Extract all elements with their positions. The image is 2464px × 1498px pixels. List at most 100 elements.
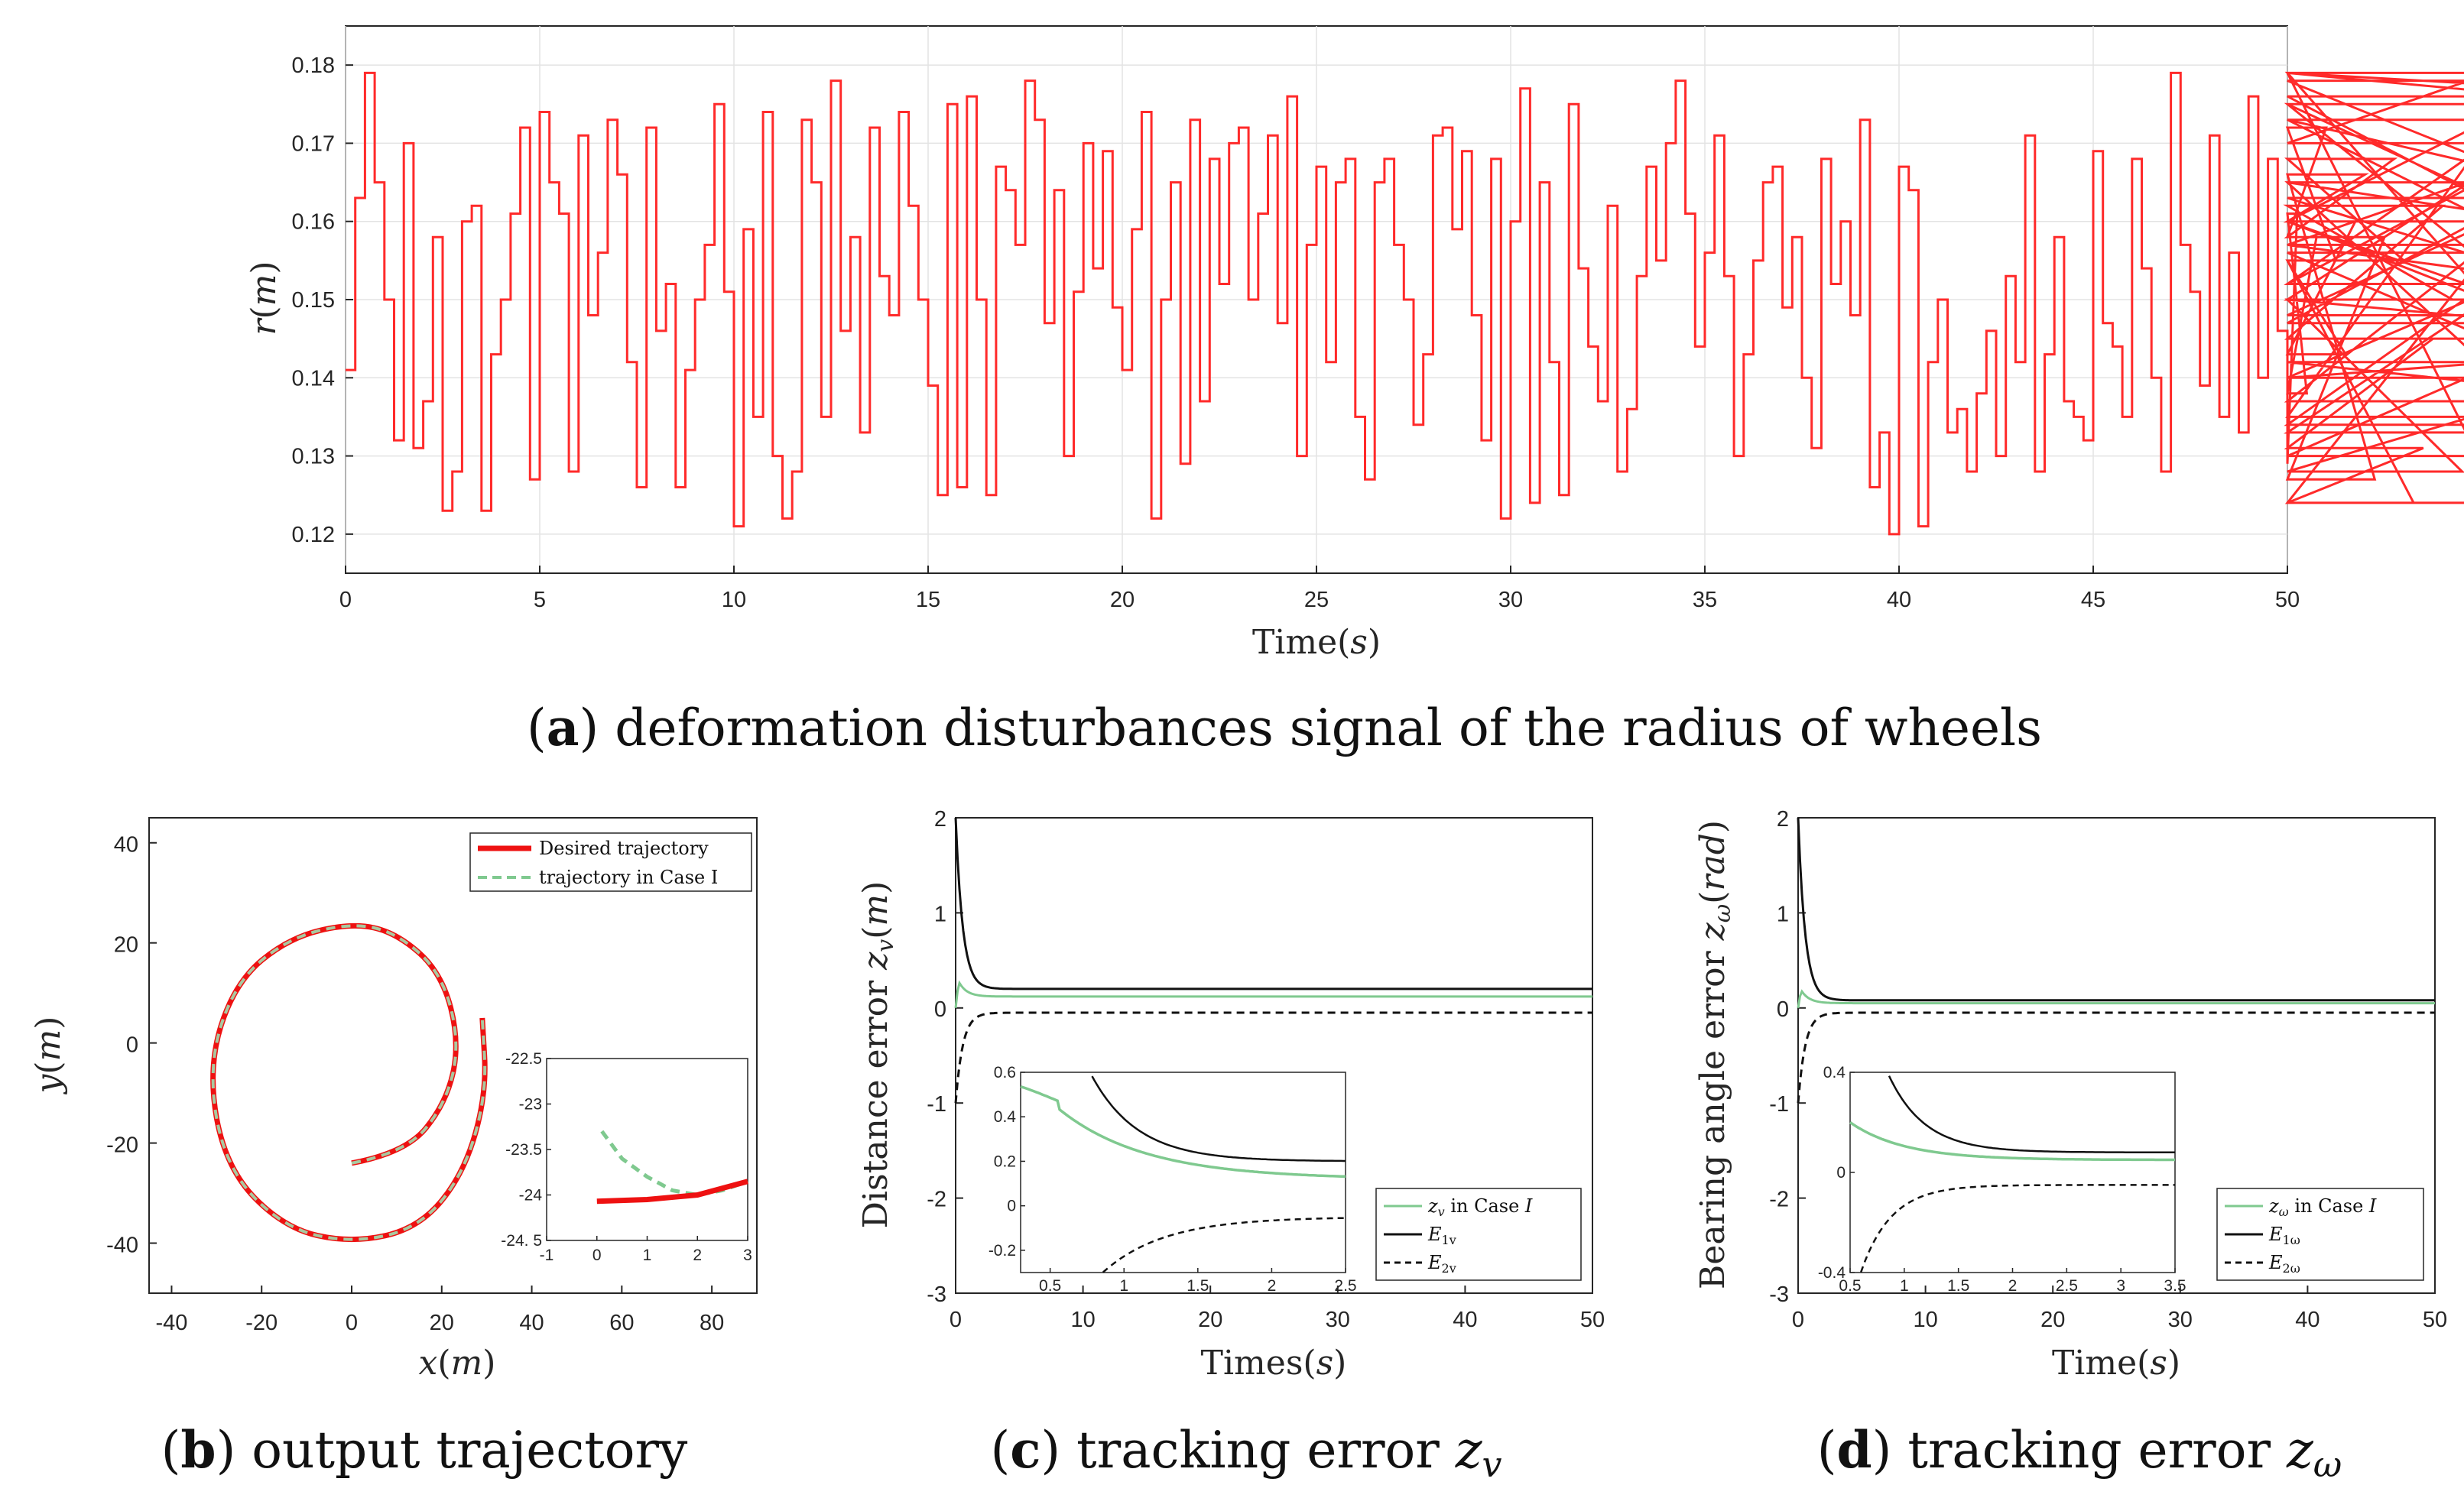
panel-d-inset-xtick: 3 [2116, 1277, 2125, 1295]
panel-c-xtick-label: 50 [1580, 1308, 1605, 1332]
panel-c-xlabel: Times(s) [1201, 1344, 1347, 1383]
panel-a-disturbance-chart: 0 5 10 15 20 25 30 35 40 45 50 0.12 0.13 0.14 0.15 0.16… [245, 25, 2464, 757]
svg-text:E2v: E2v [1427, 1252, 1456, 1276]
panel-b-inset-ytick: -24 [519, 1187, 543, 1205]
panel-b-ytick-label: 40 [114, 833, 138, 858]
panel-d-series-e1 [1797, 817, 2435, 1002]
panel-b-caption: (b) output trajectory [161, 1420, 688, 1480]
panel-b-xtick-label: 60 [609, 1311, 634, 1335]
panel-a-xlabel: Time(s) [1252, 623, 1381, 662]
panel-d-inset-ytick: 0.4 [1823, 1064, 1846, 1081]
panel-d-inset-xtick: 2 [2008, 1277, 2018, 1295]
panel-d-ytick-label: 2 [1777, 807, 1789, 832]
panel-a-xtick-label: 50 [2275, 588, 2300, 612]
panel-a-xtick-label: 10 [722, 588, 746, 612]
panel-c-ytick-label: -1 [927, 1092, 946, 1117]
panel-b-inset-xtick: 0 [592, 1247, 602, 1264]
panel-b-xtick-label: 40 [519, 1311, 544, 1335]
panel-b-inset-ytick: -24. 5 [501, 1232, 542, 1250]
panel-b-inset-xtick: 2 [693, 1247, 702, 1264]
panel-d-ytick-label: 1 [1777, 902, 1789, 926]
panel-c-series-z [954, 980, 1592, 1008]
panel-a-xtick-label: 20 [1110, 588, 1135, 612]
panel-a-ytick-label: 0.13 [292, 445, 335, 469]
panel-c-ylabel: Distance error zv(m) [856, 881, 899, 1229]
panel-d-inset-xtick: 1 [1900, 1277, 1909, 1295]
panel-a-xtick-label: 35 [1693, 588, 1717, 612]
panel-b-actual-trajectory [211, 924, 487, 1241]
panel-a-xtick-label: 5 [534, 588, 546, 612]
panel-c-caption: (c) tracking error zv [990, 1420, 1501, 1485]
svg-text:E1v: E1v [1427, 1224, 1456, 1247]
panel-d-inset-xtick: 1.5 [1947, 1277, 1969, 1295]
panel-b-inset-ytick: -22.5 [505, 1050, 542, 1068]
panel-d-xtick-label: 10 [1913, 1308, 1937, 1332]
panel-c-ytick-label: 1 [934, 902, 946, 926]
panel-a-ytick-label: 0.12 [292, 523, 335, 547]
panel-b-xtick-label: 20 [430, 1311, 454, 1335]
panel-c-xtick-label: 10 [1070, 1308, 1095, 1332]
panel-a-caption-text: deformation disturbances signal of the r… [599, 699, 2042, 757]
panel-c-xtick-label: 0 [950, 1308, 962, 1332]
panel-b-inset-ytick: -23.5 [505, 1141, 542, 1159]
panel-c-ytick-label: -2 [927, 1188, 946, 1212]
panel-b-legend-actual: trajectory in Case I [539, 867, 718, 888]
panel-b-inset-xtick: 3 [743, 1247, 752, 1264]
panel-c-inset-xtick: 1 [1119, 1277, 1128, 1295]
panel-b-inset-xtick: -1 [540, 1247, 554, 1264]
panel-a-caption-letter: a [547, 698, 579, 757]
panel-d-inset-ytick: 0 [1836, 1164, 1846, 1182]
panel-a-xtick-label: 15 [916, 588, 940, 612]
panel-a-ytick-label: 0.17 [292, 131, 335, 156]
panel-d-xtick-label: 20 [2040, 1308, 2065, 1332]
panel-d-ytick-label: -1 [1769, 1092, 1789, 1117]
panel-b-ytick-label: 20 [114, 933, 138, 958]
panel-c-ytick-label: 0 [934, 997, 946, 1022]
panel-c-ytick-label: 2 [934, 807, 946, 832]
panel-b-xtick-label: 80 [700, 1311, 724, 1335]
panel-b-xtick-label: -20 [245, 1311, 278, 1335]
panel-a-xtick-label: 25 [1304, 588, 1329, 612]
panel-c-inset-xtick: 1.5 [1187, 1277, 1209, 1295]
panel-d-xtick-label: 50 [2423, 1308, 2447, 1332]
svg-text:zω in Case I: zω in Case I [2268, 1195, 2377, 1219]
svg-text:zv in Case I: zv in Case I [1427, 1195, 1533, 1219]
panel-d-xtick-label: 30 [2168, 1308, 2193, 1332]
panel-b-xtick-label: -40 [155, 1311, 187, 1335]
panel-c-series-e2 [954, 1011, 1592, 1104]
panel-a-ytick-label: 0.18 [292, 54, 335, 78]
svg-text:E1ω: E1ω [2268, 1224, 2300, 1247]
panel-c-inset-ytick: -0.2 [989, 1242, 1016, 1260]
svg-text:E2ω: E2ω [2268, 1252, 2300, 1276]
panel-d-ytick-label: -3 [1769, 1282, 1789, 1307]
panel-b-inset-ytick: -23 [519, 1096, 542, 1114]
panel-c-legend: zv in Case I E1v E2v [1375, 1188, 1582, 1281]
panel-d-ytick-label: 0 [1777, 997, 1789, 1022]
panel-a-xtick-label: 40 [1887, 588, 1911, 612]
panel-b-ytick-label: -40 [106, 1234, 138, 1258]
panel-d-series-e2 [1797, 1011, 2435, 1104]
panel-c-xtick-label: 20 [1198, 1308, 1222, 1332]
panel-b-inset-desired [596, 1179, 748, 1205]
panel-d-inset-ytick: -0.4 [1818, 1264, 1846, 1282]
panel-c-inset-ytick: 0.4 [994, 1108, 1017, 1126]
panel-b-inset-xtick: 1 [643, 1247, 652, 1264]
panel-b-xtick-label: 0 [346, 1311, 358, 1335]
panel-b-legend-desired: Desired trajectory [539, 838, 709, 859]
panel-d-inset-xtick: 0.5 [1839, 1277, 1861, 1295]
panel-c-xtick-label: 30 [1326, 1308, 1350, 1332]
panel-a-caption: (a) deformation disturbances signal of t… [527, 698, 2042, 757]
panel-b-inset: -1 0 1 2 3 -22.5 -23 -23.5 -24 -24. 5 [501, 1050, 752, 1264]
panel-b-ylabel: y(m) [29, 1016, 68, 1095]
panel-c-series-e1 [954, 817, 1592, 991]
panel-d-inset-xtick: 2.5 [2056, 1277, 2078, 1295]
panel-a-xtick-label: 45 [2081, 588, 2105, 612]
panel-d-xtick-label: 0 [1792, 1308, 1804, 1332]
panel-b-ytick-label: 0 [126, 1033, 138, 1058]
panel-c-inset-ytick: 0.2 [994, 1153, 1016, 1170]
